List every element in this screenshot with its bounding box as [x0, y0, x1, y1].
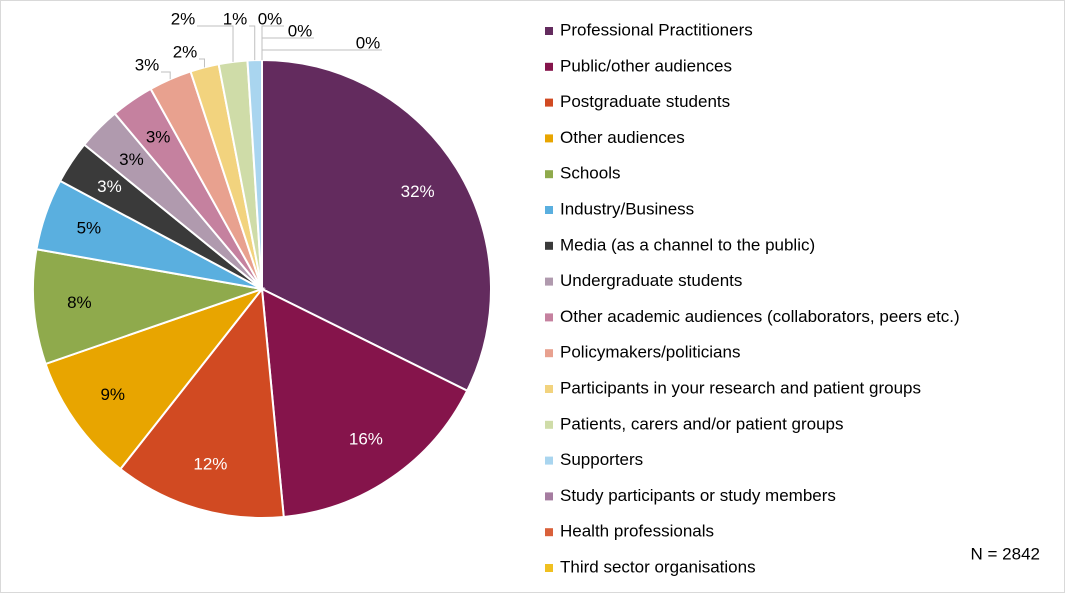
annotation: N = 2842: [971, 544, 1040, 563]
legend-label: Participants in your research and patien…: [560, 378, 921, 397]
data-label: 3%: [135, 55, 160, 74]
legend-label: Professional Practitioners: [560, 20, 753, 39]
pie-slice: [119, 286, 285, 519]
legend-label: Health professionals: [560, 522, 714, 541]
legend-swatch: [545, 349, 553, 358]
data-label: 32%: [401, 182, 435, 201]
legend-label: Third sector organisations: [560, 557, 756, 576]
legend-swatch: [545, 27, 553, 35]
legend-swatch: [545, 313, 553, 322]
legend-label: Postgraduate students: [560, 92, 730, 111]
legend-label: Schools: [560, 164, 620, 183]
data-label: 0%: [288, 21, 313, 40]
leader-line: [197, 25, 234, 62]
legend-label: Study participants or study members: [560, 486, 836, 505]
pie-slice: [260, 287, 469, 519]
legend-swatch: [545, 206, 553, 214]
data-label: 12%: [193, 454, 227, 473]
data-label: 1%: [223, 9, 248, 28]
legend-label: Other audiences: [560, 128, 685, 147]
legend-label: Public/other audiences: [560, 56, 732, 75]
legend-swatch: [545, 134, 553, 143]
pie-slice: [32, 248, 266, 366]
data-label: 3%: [119, 150, 144, 169]
leader-line: [199, 58, 205, 68]
legend-label: Industry/Business: [560, 199, 694, 218]
data-label: 8%: [67, 293, 92, 312]
data-label: 16%: [349, 429, 383, 448]
data-label: 9%: [100, 385, 125, 404]
legend-label: Policymakers/politicians: [560, 343, 740, 362]
legend-label: Patients, carers and/or patient groups: [560, 414, 844, 433]
legend-swatch: [545, 62, 553, 71]
data-label: 5%: [77, 219, 102, 238]
legend-swatch: [545, 385, 553, 393]
legend-swatch: [545, 277, 553, 286]
data-label: 0%: [356, 33, 381, 52]
leader-line: [261, 49, 382, 60]
legend-swatch: [545, 241, 553, 250]
legend-swatch: [545, 98, 553, 107]
data-label: 0%: [258, 9, 283, 28]
legend-swatch: [545, 170, 553, 179]
legend-label: Media (as a channel to the public): [560, 235, 815, 254]
legend-label: Supporters: [560, 450, 643, 469]
legend-label: Undergraduate students: [560, 271, 742, 290]
legend-swatch: [545, 492, 553, 501]
leader-line: [161, 71, 171, 80]
pie-slice: [261, 58, 492, 393]
leader-line: [249, 25, 256, 61]
data-label: 3%: [97, 177, 122, 196]
data-label: 2%: [173, 42, 198, 61]
legend-swatch: [545, 456, 553, 465]
legend-label: Other academic audiences (collaborators,…: [560, 307, 960, 326]
data-label: 2%: [171, 9, 196, 28]
legend-swatch: [545, 528, 553, 537]
legend-swatch: [545, 564, 553, 572]
data-label: 3%: [146, 128, 171, 147]
legend-swatch: [545, 420, 553, 429]
pie-slice: [44, 286, 265, 471]
